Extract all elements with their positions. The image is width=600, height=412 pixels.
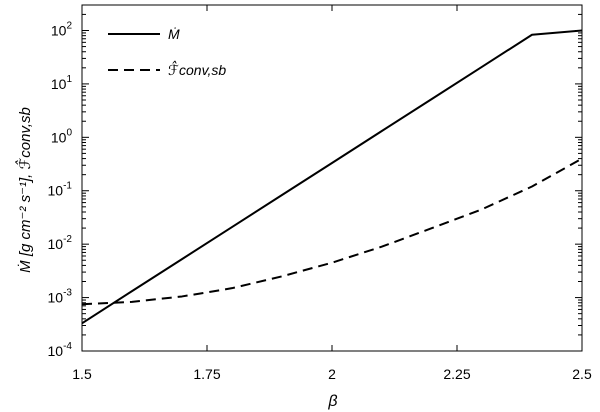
x-ticks: 1.5 1.75 2 2.25 2.5 bbox=[72, 5, 592, 382]
series-layer bbox=[82, 29, 582, 325]
y-tick-label: 100 bbox=[51, 127, 73, 145]
legend-label-fconv: ℱ̂conv,sb bbox=[168, 60, 226, 78]
y-axis-label: Ṁ [g cm⁻² s⁻¹], ℱ̂conv,sb bbox=[14, 107, 34, 273]
y-tick-label: 10-4 bbox=[48, 341, 73, 359]
legend-label-mdot: Ṁ bbox=[168, 26, 180, 42]
y-ticks: 10-4 10-3 10-2 10-1 100 101 102 bbox=[48, 4, 582, 359]
plot-frame bbox=[81, 4, 583, 352]
y-tick-label: 102 bbox=[51, 20, 73, 38]
x-tick-label: 1.5 bbox=[72, 366, 92, 382]
x-tick-label: 1.75 bbox=[193, 366, 220, 382]
series-line-fconv bbox=[82, 157, 582, 306]
y-tick-label: 101 bbox=[51, 74, 73, 92]
series-line-mdot bbox=[82, 29, 582, 325]
y-tick-label: 10-3 bbox=[48, 288, 73, 306]
legend: Ṁ ℱ̂conv,sb bbox=[108, 26, 226, 78]
x-axis-label: β bbox=[327, 393, 337, 410]
x-tick-label: 2.5 bbox=[572, 366, 592, 382]
y-tick-label: 10-2 bbox=[48, 234, 73, 252]
x-tick-label: 2 bbox=[328, 366, 336, 382]
x-tick-label: 2.25 bbox=[443, 366, 470, 382]
y-tick-label: 10-1 bbox=[48, 181, 73, 199]
